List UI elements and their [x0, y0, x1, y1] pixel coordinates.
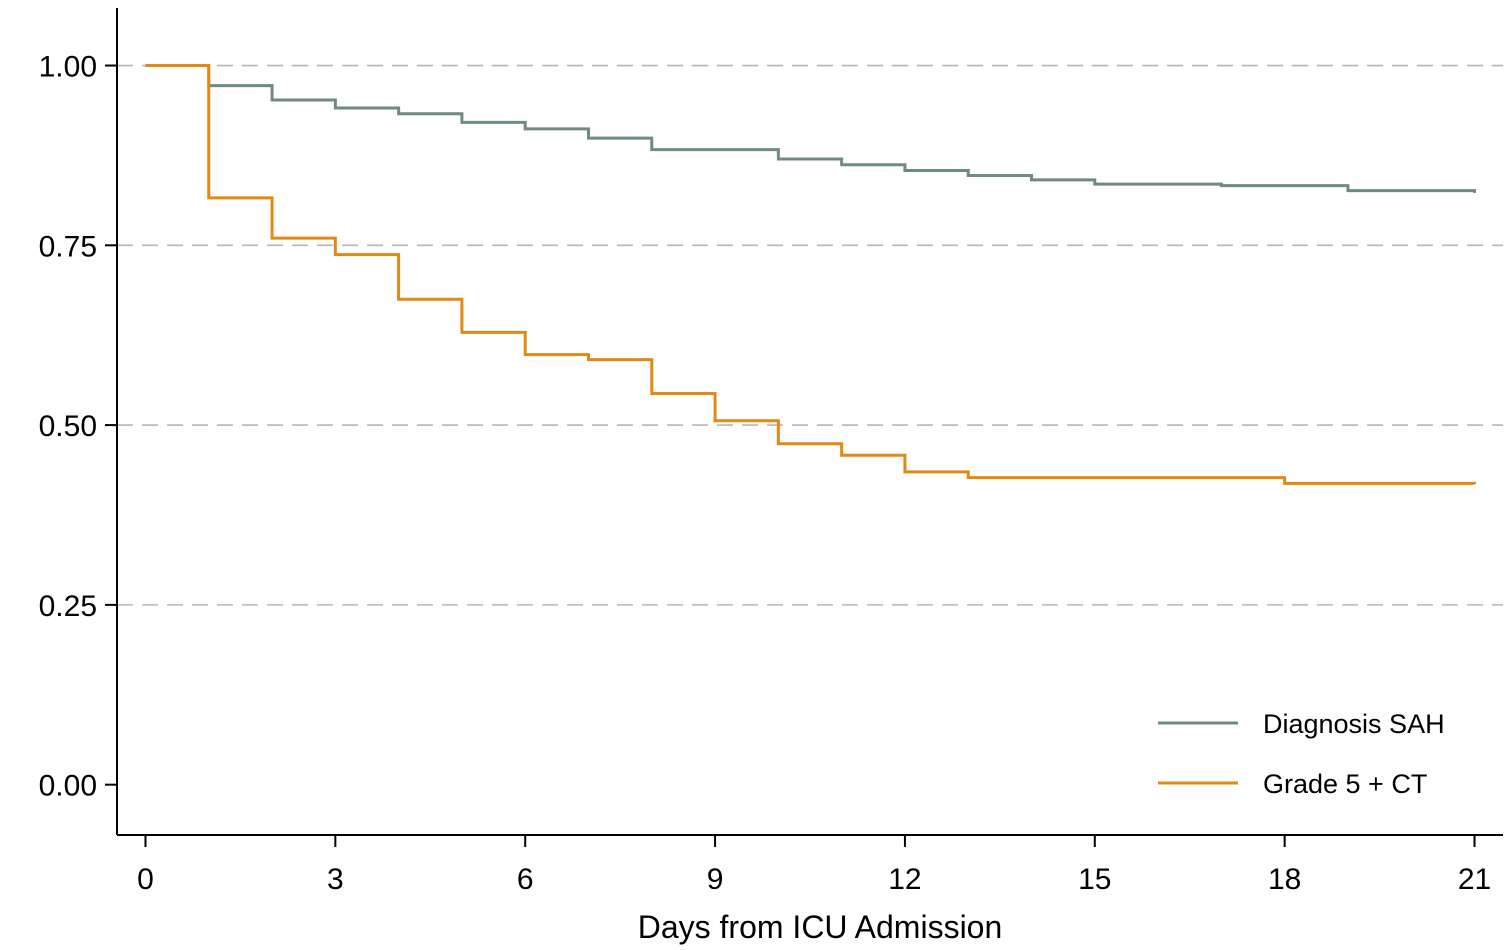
y-tick-label: 1.00 [39, 51, 97, 84]
y-ticks: 0.00 0.25 0.50 0.75 1.00 [39, 51, 117, 803]
y-tick-label: 0.25 [39, 590, 97, 623]
legend-label-2: Grade 5 + CT [1263, 769, 1427, 799]
x-ticks: 0 3 6 9 12 15 18 21 [137, 835, 1491, 896]
x-tick-label: 12 [888, 863, 921, 896]
x-tick-label: 21 [1458, 863, 1491, 896]
legend: Diagnosis SAH Grade 5 + CT [1158, 709, 1445, 799]
x-tick-label: 18 [1268, 863, 1301, 896]
series-line-1 [145, 64, 1477, 193]
series-line-2 [145, 64, 1477, 485]
x-tick-label: 3 [327, 863, 344, 896]
series-lines [145, 64, 1477, 485]
x-tick-label: 0 [137, 863, 154, 896]
x-tick-label: 6 [517, 863, 534, 896]
y-tick-label: 0.50 [39, 410, 97, 443]
legend-label-1: Diagnosis SAH [1263, 709, 1445, 739]
x-tick-label: 9 [707, 863, 724, 896]
y-tick-label: 0.75 [39, 230, 97, 263]
x-axis-title: Days from ICU Admission [638, 909, 1003, 945]
axes [116, 8, 1503, 836]
x-tick-label: 15 [1078, 863, 1111, 896]
y-tick-label: 0.00 [39, 770, 97, 803]
gridlines [117, 64, 1503, 606]
